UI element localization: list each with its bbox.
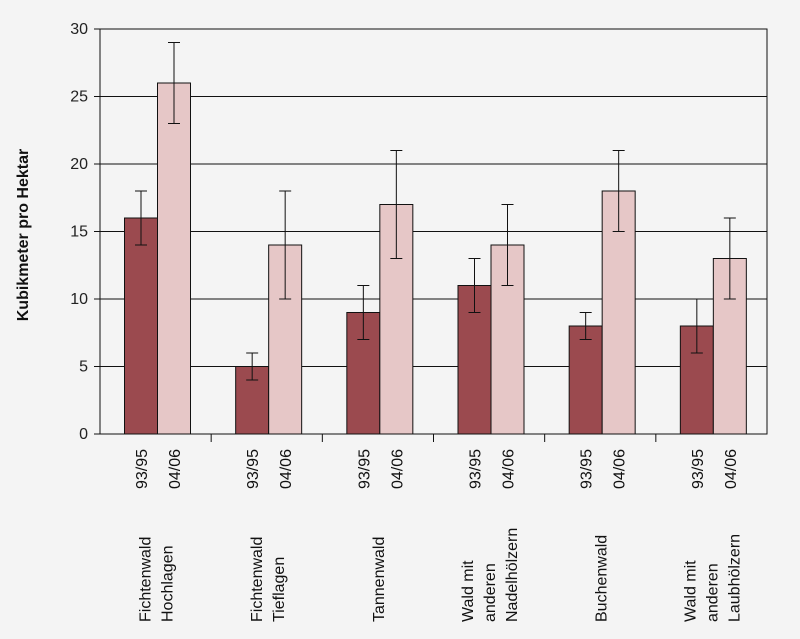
series-label: 04/06	[167, 449, 184, 489]
y-tick-label: 15	[70, 224, 88, 241]
series-label: 04/06	[501, 449, 518, 489]
category-label: Tannenwald	[371, 537, 388, 622]
category-label: Laubhölzern	[726, 534, 743, 622]
category-label: Hochlagen	[160, 546, 177, 623]
category-label: Wald mit	[460, 560, 477, 622]
x-category-labels: 93/95 04/06 Fichtenwald Hochlagen 93/95 04/06…	[134, 449, 743, 622]
series-label: 93/95	[690, 449, 707, 489]
category-label: Fichtenwald	[249, 537, 266, 622]
series-label: 04/06	[278, 449, 295, 489]
series-label: 93/95	[579, 449, 596, 489]
y-tick-labels: 0 5 10 15 20 25 30	[70, 21, 88, 443]
y-tick-label: 0	[79, 426, 88, 443]
category-label: Wald mit	[682, 560, 699, 622]
bars	[124, 82, 747, 435]
gridlines	[100, 28, 767, 367]
category-label: Tieflagen	[271, 557, 288, 622]
series-label: 93/95	[245, 449, 262, 489]
series-label: 93/95	[134, 449, 151, 489]
category-label: Buchenwald	[593, 535, 610, 622]
category-label: anderen	[482, 563, 499, 622]
bar	[157, 82, 191, 435]
bar	[124, 217, 158, 435]
series-label: 04/06	[389, 449, 406, 489]
y-tick-label: 10	[70, 291, 88, 308]
category-label: anderen	[704, 563, 721, 622]
series-label: 93/95	[468, 449, 485, 489]
y-tick-label: 30	[70, 21, 88, 38]
y-tick-label: 25	[70, 89, 88, 106]
error-bars	[135, 42, 736, 381]
bar	[568, 325, 603, 435]
y-tick-label: 20	[70, 156, 88, 173]
series-label: 04/06	[612, 449, 629, 489]
category-label: Fichtenwald	[138, 537, 155, 622]
series-label: 04/06	[723, 449, 740, 489]
axes	[94, 28, 768, 442]
series-label: 93/95	[356, 449, 373, 489]
category-label: Nadelhölzern	[504, 528, 521, 622]
y-axis-label: Kubikmeter pro Hektar	[15, 149, 32, 322]
y-tick-label: 5	[79, 359, 88, 376]
